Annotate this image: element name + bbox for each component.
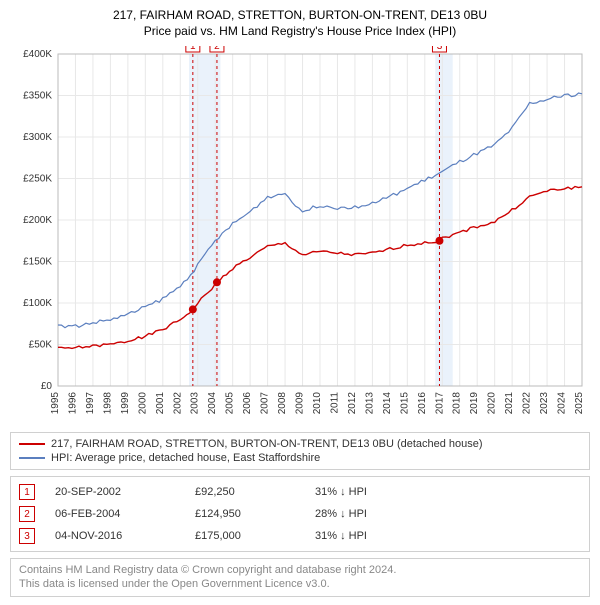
svg-text:2025: 2025 — [574, 392, 585, 415]
marker-pct: 31% ↓ HPI — [315, 530, 435, 542]
svg-text:£50K: £50K — [29, 340, 53, 351]
marker-date: 06-FEB-2004 — [55, 508, 175, 520]
chart-title-line2: Price paid vs. HM Land Registry's House … — [10, 24, 590, 38]
svg-text:1995: 1995 — [50, 392, 61, 415]
svg-text:£0: £0 — [41, 381, 53, 392]
svg-text:2000: 2000 — [137, 392, 148, 415]
legend-item: HPI: Average price, detached house, East… — [19, 451, 581, 465]
svg-text:2008: 2008 — [277, 392, 288, 415]
svg-text:2010: 2010 — [312, 392, 323, 415]
legend-box: 217, FAIRHAM ROAD, STRETTON, BURTON-ON-T… — [10, 432, 590, 470]
svg-text:£350K: £350K — [23, 91, 52, 102]
marker-date: 20-SEP-2002 — [55, 486, 175, 498]
marker-row: 3 04-NOV-2016 £175,000 31% ↓ HPI — [19, 525, 581, 547]
marker-price: £124,950 — [195, 508, 295, 520]
svg-text:£100K: £100K — [23, 298, 52, 309]
svg-text:2001: 2001 — [155, 392, 166, 415]
marker-pct: 28% ↓ HPI — [315, 508, 435, 520]
marker-pct: 31% ↓ HPI — [315, 486, 435, 498]
svg-text:2005: 2005 — [225, 392, 236, 415]
svg-text:2011: 2011 — [329, 392, 340, 414]
svg-text:2021: 2021 — [504, 392, 515, 415]
svg-text:£250K: £250K — [23, 174, 52, 185]
footer-line1: Contains HM Land Registry data © Crown c… — [19, 563, 581, 577]
footer-line2: This data is licensed under the Open Gov… — [19, 577, 581, 591]
markers-table: 1 20-SEP-2002 £92,250 31% ↓ HPI 2 06-FEB-2004… — [10, 476, 590, 552]
svg-text:2018: 2018 — [452, 392, 463, 415]
svg-text:£300K: £300K — [23, 132, 52, 143]
chart-container: 217, FAIRHAM ROAD, STRETTON, BURTON-ON-T… — [0, 0, 600, 605]
svg-text:1997: 1997 — [85, 392, 96, 415]
marker-row: 2 06-FEB-2004 £124,950 28% ↓ HPI — [19, 503, 581, 525]
legend-label: HPI: Average price, detached house, East… — [51, 452, 320, 464]
svg-text:1999: 1999 — [120, 392, 131, 415]
svg-text:2002: 2002 — [172, 392, 183, 415]
svg-text:2024: 2024 — [557, 392, 568, 415]
svg-text:2019: 2019 — [469, 392, 480, 415]
marker-badge: 3 — [19, 528, 35, 544]
footer-box: Contains HM Land Registry data © Crown c… — [10, 558, 590, 597]
marker-price: £175,000 — [195, 530, 295, 542]
svg-text:2017: 2017 — [434, 392, 445, 415]
svg-text:2020: 2020 — [487, 392, 498, 415]
legend-item: 217, FAIRHAM ROAD, STRETTON, BURTON-ON-T… — [19, 437, 581, 451]
marker-date: 04-NOV-2016 — [55, 530, 175, 542]
svg-text:2023: 2023 — [539, 392, 550, 415]
legend-swatch — [19, 457, 45, 459]
svg-text:1: 1 — [190, 46, 196, 52]
chart-title-line1: 217, FAIRHAM ROAD, STRETTON, BURTON-ON-T… — [10, 8, 590, 22]
chart-area: £0 £50K £100K £150K £200K £250K £300K £350K £400… — [10, 46, 590, 426]
marker-badge: 1 — [19, 484, 35, 500]
marker-price: £92,250 — [195, 486, 295, 498]
svg-text:2006: 2006 — [242, 392, 253, 415]
svg-text:2012: 2012 — [347, 392, 358, 415]
svg-text:£200K: £200K — [23, 215, 52, 226]
svg-text:3: 3 — [437, 46, 443, 52]
marker-row: 1 20-SEP-2002 £92,250 31% ↓ HPI — [19, 481, 581, 503]
legend-swatch — [19, 443, 45, 445]
marker-badge: 2 — [19, 506, 35, 522]
svg-text:2004: 2004 — [207, 392, 218, 415]
svg-text:2003: 2003 — [190, 392, 201, 415]
svg-text:1998: 1998 — [102, 392, 113, 415]
svg-text:£400K: £400K — [23, 49, 52, 60]
svg-text:2007: 2007 — [260, 392, 271, 415]
svg-text:£150K: £150K — [23, 257, 52, 268]
svg-text:2015: 2015 — [399, 392, 410, 415]
svg-text:1996: 1996 — [67, 392, 78, 415]
svg-text:2009: 2009 — [295, 392, 306, 415]
svg-text:2: 2 — [214, 46, 220, 52]
svg-text:2014: 2014 — [382, 392, 393, 415]
svg-text:2016: 2016 — [417, 392, 428, 415]
svg-text:2013: 2013 — [364, 392, 375, 415]
line-chart-svg: £0 £50K £100K £150K £200K £250K £300K £350K £400… — [10, 46, 590, 426]
legend-label: 217, FAIRHAM ROAD, STRETTON, BURTON-ON-T… — [51, 438, 483, 450]
svg-text:2022: 2022 — [522, 392, 533, 415]
